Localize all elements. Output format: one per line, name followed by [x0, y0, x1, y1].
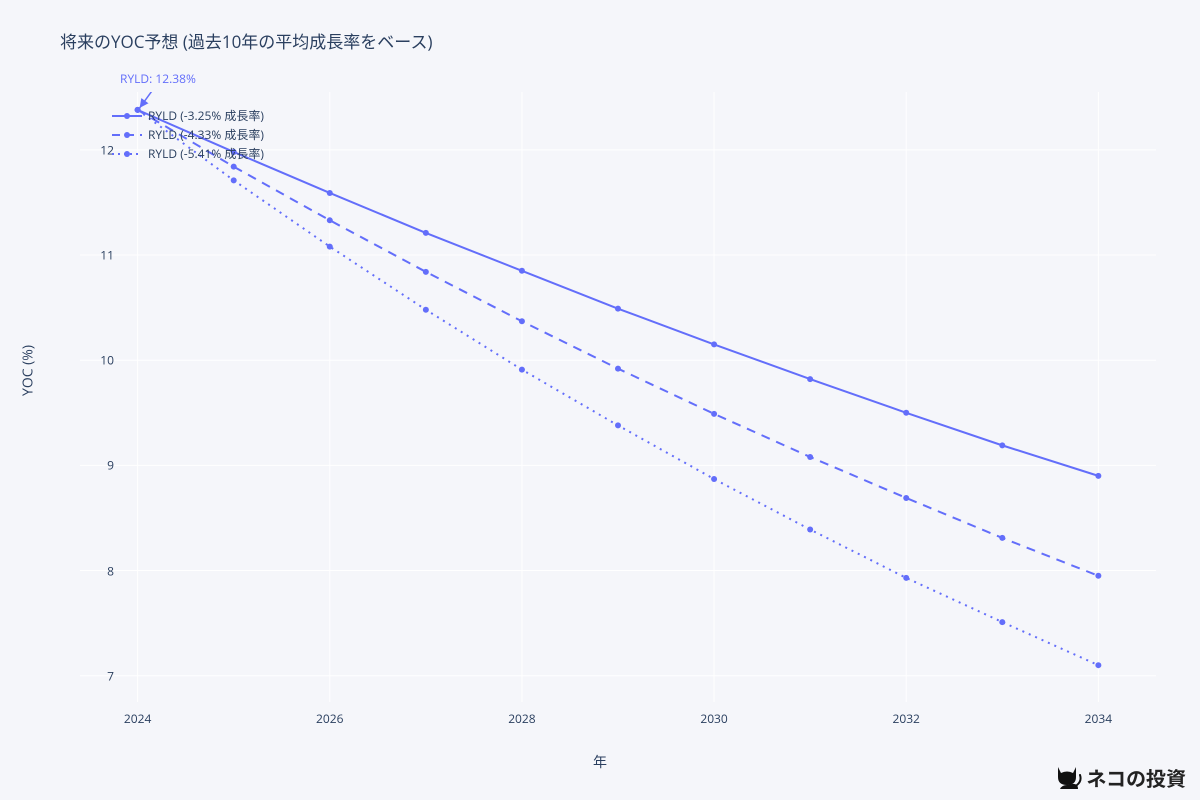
x-tick-label: 2028 [508, 710, 535, 727]
x-axis-title: 年 [593, 752, 607, 772]
cat-icon [1052, 765, 1082, 791]
x-gridlines [138, 92, 1099, 702]
chart-series [135, 107, 1102, 668]
legend-label: RYLD (-4.33% 成長率) [148, 126, 264, 143]
legend-swatch-solid [112, 110, 142, 122]
watermark: ネコの投資 [1052, 763, 1186, 792]
legend-item-solid[interactable]: RYLD (-3.25% 成長率) [112, 106, 264, 125]
x-tick-label: 2024 [124, 710, 151, 727]
y-axis-title: YOC (%) [19, 345, 38, 396]
y-gridlines [80, 150, 1156, 676]
chart-title: 将来のYOC予想 (過去10年の平均成長率をベース) [60, 28, 432, 53]
legend-swatch-dash [112, 129, 142, 141]
x-tick-label: 2034 [1085, 710, 1112, 727]
legend-label: RYLD (-3.25% 成長率) [148, 107, 264, 124]
legend-label: RYLD (-5.41% 成長率) [148, 145, 264, 162]
y-tick-label: 9 [74, 457, 114, 474]
x-tick-label: 2030 [700, 710, 727, 727]
x-tick-label: 2026 [316, 710, 343, 727]
legend-item-dash[interactable]: RYLD (-4.33% 成長率) [112, 125, 264, 144]
legend-item-dot[interactable]: RYLD (-5.41% 成長率) [112, 144, 264, 163]
chart-annotation: RYLD: 12.38% [120, 70, 196, 87]
chart-legend: RYLD (-3.25% 成長率) RYLD (-4.33% 成長率) RYLD… [112, 106, 264, 163]
y-tick-label: 8 [74, 562, 114, 579]
y-tick-label: 12 [74, 141, 114, 158]
y-tick-label: 10 [74, 352, 114, 369]
y-tick-label: 7 [74, 667, 114, 684]
legend-swatch-dot [112, 148, 142, 160]
chart-plot [80, 92, 1156, 702]
x-tick-label: 2032 [892, 710, 919, 727]
watermark-text: ネコの投資 [1086, 763, 1186, 792]
y-tick-label: 11 [74, 247, 114, 264]
